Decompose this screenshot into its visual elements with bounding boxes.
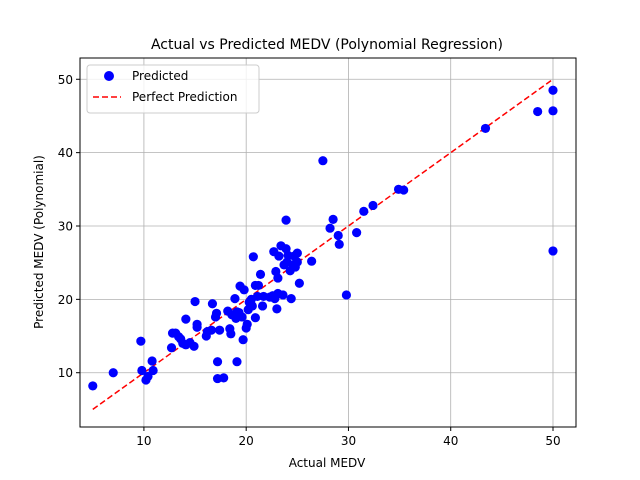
scatter-point — [230, 294, 240, 304]
y-axis-ticks: 10 20 30 40 50 — [58, 73, 80, 380]
scatter-point — [214, 325, 225, 335]
scatter-point — [250, 313, 260, 323]
scatter-point — [108, 368, 118, 378]
scatter-point — [278, 290, 288, 300]
scatter-point — [238, 335, 248, 345]
scatter-point — [307, 256, 317, 266]
legend-box — [86, 64, 260, 114]
x-tick-label: 40 — [443, 434, 458, 448]
plot-area-frame — [79, 57, 577, 428]
scatter-point — [212, 357, 223, 367]
x-tick-label: 10 — [136, 434, 151, 448]
scatter-point — [399, 185, 409, 195]
scatter-point — [548, 246, 558, 256]
y-tick-label: 20 — [58, 293, 73, 307]
scatter-point — [88, 381, 98, 391]
scatter-point — [272, 304, 282, 314]
scatter-point — [548, 85, 558, 95]
legend-marker-predicted — [104, 71, 114, 81]
scatter-point — [148, 365, 158, 376]
perfect-prediction-line — [92, 78, 554, 411]
scatter-point — [352, 227, 362, 238]
scatter-point — [211, 308, 222, 318]
legend: Predicted Perfect Prediction — [86, 64, 260, 114]
scatter-point — [333, 230, 343, 241]
scatter-point — [292, 248, 302, 258]
scatter-point — [253, 280, 264, 291]
perfect-prediction-line-segment — [92, 78, 554, 411]
scatter-point — [328, 214, 338, 224]
scatter-point — [533, 106, 543, 117]
legend-label-predicted: Predicted — [132, 69, 188, 83]
scatter-point — [232, 357, 242, 367]
scatter-point — [207, 299, 218, 309]
scatter-point — [219, 373, 229, 383]
scatter-point — [239, 285, 249, 295]
scatter-point — [247, 301, 257, 311]
scatter-point — [325, 223, 335, 233]
x-axis-ticks: 10 20 30 40 50 — [136, 427, 561, 448]
scatter-point — [292, 257, 302, 267]
y-tick-label: 40 — [58, 146, 73, 160]
y-axis-label: Predicted MEDV (Polynomial) — [32, 155, 46, 329]
x-axis-label: Actual MEDV — [289, 456, 366, 470]
scatter-point — [274, 251, 284, 261]
legend-label-perfect-prediction: Perfect Prediction — [132, 90, 237, 104]
scatter-point — [286, 294, 296, 304]
scatter-point — [136, 336, 146, 346]
scatter-point — [294, 278, 304, 288]
scatter-point — [137, 365, 147, 376]
scatter-point — [166, 343, 177, 353]
y-tick-label: 50 — [58, 73, 73, 87]
scatter-point — [318, 156, 328, 166]
scatter-point — [341, 290, 352, 300]
x-tick-label: 30 — [341, 434, 356, 448]
scatter-point — [189, 341, 199, 351]
scatter-point — [368, 200, 378, 211]
scatter-points — [88, 85, 558, 391]
scatter-point — [281, 215, 291, 225]
chart-title: Actual vs Predicted MEDV (Polynomial Reg… — [151, 37, 503, 53]
scatter-point — [273, 273, 283, 283]
scatter-point — [255, 269, 266, 280]
scatter-point — [548, 106, 558, 116]
scatter-point — [359, 206, 369, 216]
y-tick-label: 30 — [58, 219, 73, 233]
scatter-point — [334, 239, 344, 249]
scatter-point — [147, 356, 157, 366]
scatter-point — [257, 301, 268, 311]
scatter-point — [206, 325, 217, 335]
grid — [80, 58, 576, 427]
scatter-point — [237, 312, 247, 322]
scatter-point — [242, 319, 252, 329]
scatter-point — [181, 314, 191, 324]
scatter-point — [192, 319, 202, 329]
x-tick-label: 20 — [239, 434, 254, 448]
scatter-point — [226, 329, 236, 339]
scatter-point — [248, 252, 258, 262]
y-tick-label: 10 — [58, 366, 73, 380]
x-tick-label: 50 — [545, 434, 560, 448]
scatter-point — [480, 123, 491, 134]
scatter-point — [190, 296, 200, 307]
